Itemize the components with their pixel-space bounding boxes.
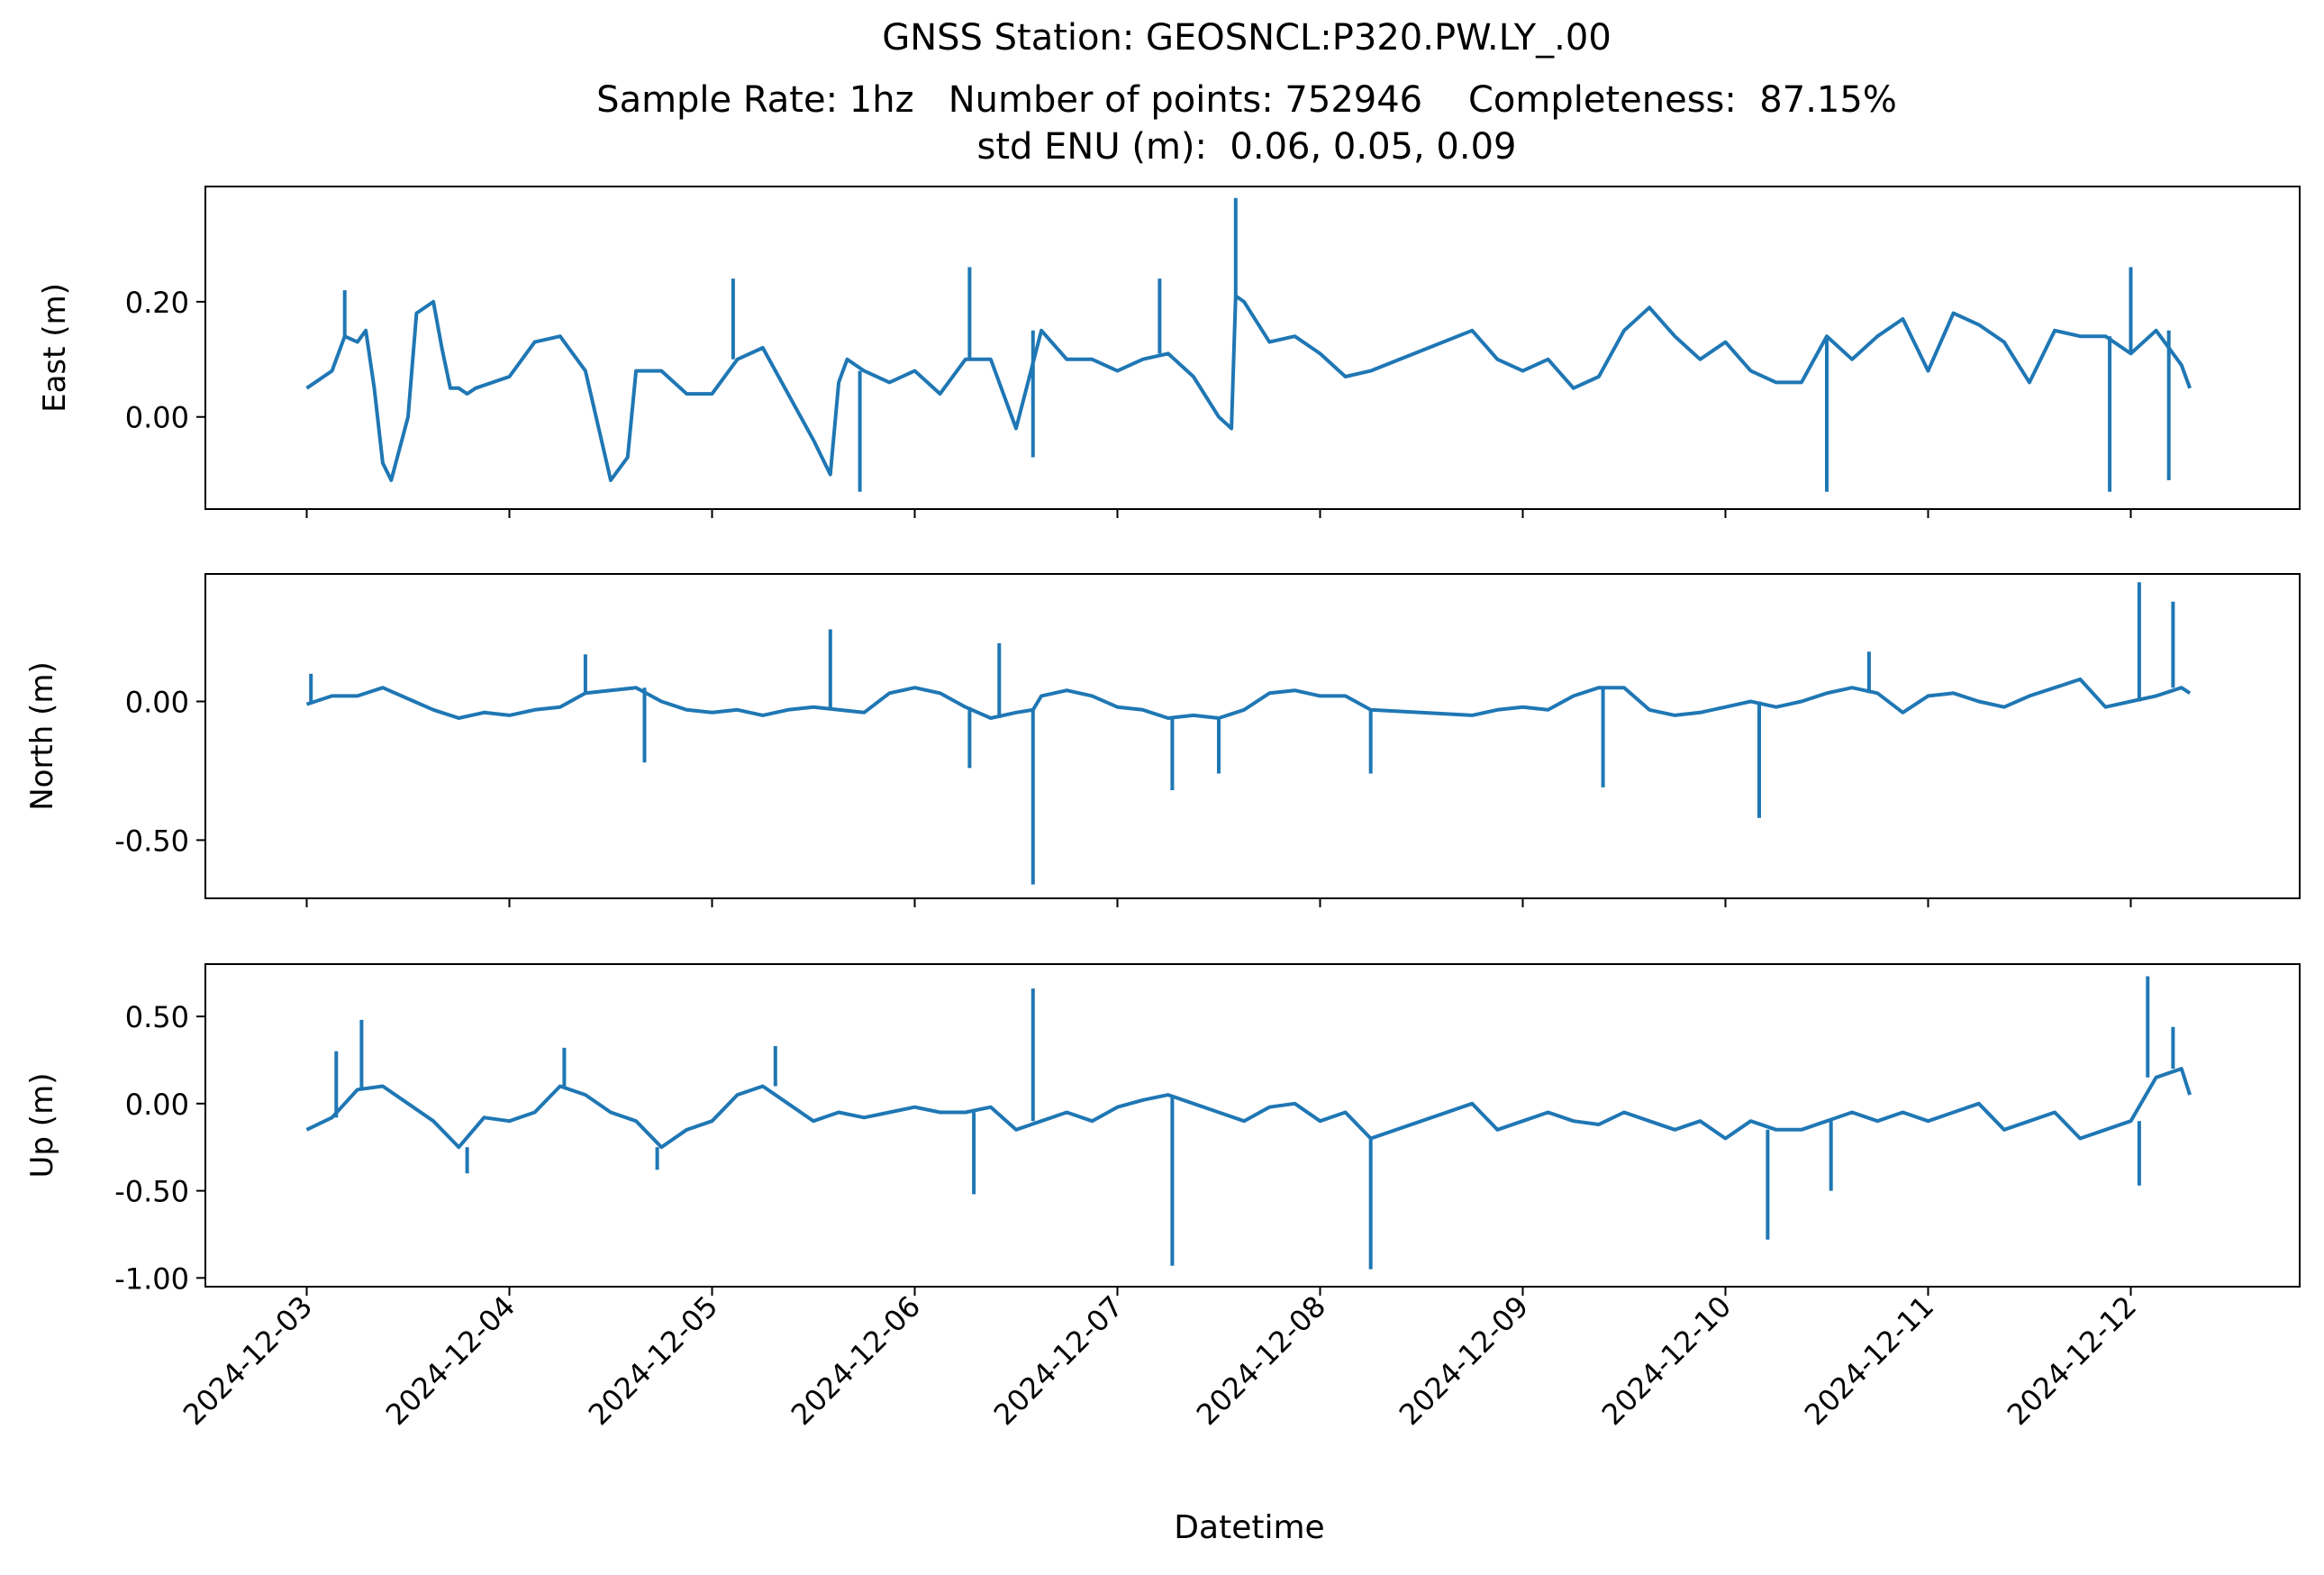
panel-east-frame <box>204 186 2301 510</box>
ytick-label-east-1: 0.20 <box>125 286 189 320</box>
ytick-label-up-3: -1.00 <box>114 1261 189 1296</box>
series-line-up <box>305 1067 2192 1150</box>
ytick-label-north-0: 0.00 <box>125 686 189 720</box>
title-line-2: Sample Rate: 1hz Number of points: 75294… <box>596 79 1897 121</box>
series-line-east <box>305 294 2192 482</box>
ytick-label-up-0: 0.50 <box>125 1000 189 1034</box>
panel-north-xticks <box>305 898 2132 907</box>
panel-up-yticks: 0.50 0.00 -0.50 -1.00 <box>114 1000 205 1296</box>
panel-up-ylabel: Up (m) <box>24 1073 60 1179</box>
ytick-label-up-1: 0.00 <box>125 1088 189 1122</box>
title-line-3: std ENU (m): 0.06, 0.05, 0.09 <box>977 126 1517 168</box>
title-line-1: GNSS Station: GEOSNCL:P320.PW.LY_.00 <box>882 17 1611 59</box>
panel-north-ylabel: North (m) <box>24 661 60 811</box>
series-line-north <box>305 677 2192 720</box>
panel-east: East (m) 0.00 0.20 <box>37 186 2301 518</box>
panel-north-yticks: 0.00 -0.50 <box>114 686 205 858</box>
ytick-label-up-2: -0.50 <box>114 1175 189 1209</box>
panel-east-xticks <box>305 509 2132 518</box>
ytick-label-east-0: 0.00 <box>125 401 189 435</box>
panel-up-data <box>305 976 2192 1270</box>
x-axis-label: Datetime <box>1174 1509 1324 1546</box>
panel-north-frame <box>204 573 2301 899</box>
panel-up-frame <box>204 963 2301 1288</box>
panel-north: North (m) 0.00 -0.50 <box>24 573 2301 907</box>
panel-east-yticks: 0.00 0.20 <box>125 286 205 435</box>
ytick-label-north-1: -0.50 <box>114 824 189 858</box>
panel-up-xticks <box>305 1287 2132 1296</box>
panel-up: Up (m) 0.50 0.00 -0.50 -1.00 <box>24 963 2301 1296</box>
panel-east-data <box>305 197 2192 492</box>
panel-north-data <box>305 582 2192 885</box>
panel-east-ylabel: East (m) <box>37 283 73 413</box>
